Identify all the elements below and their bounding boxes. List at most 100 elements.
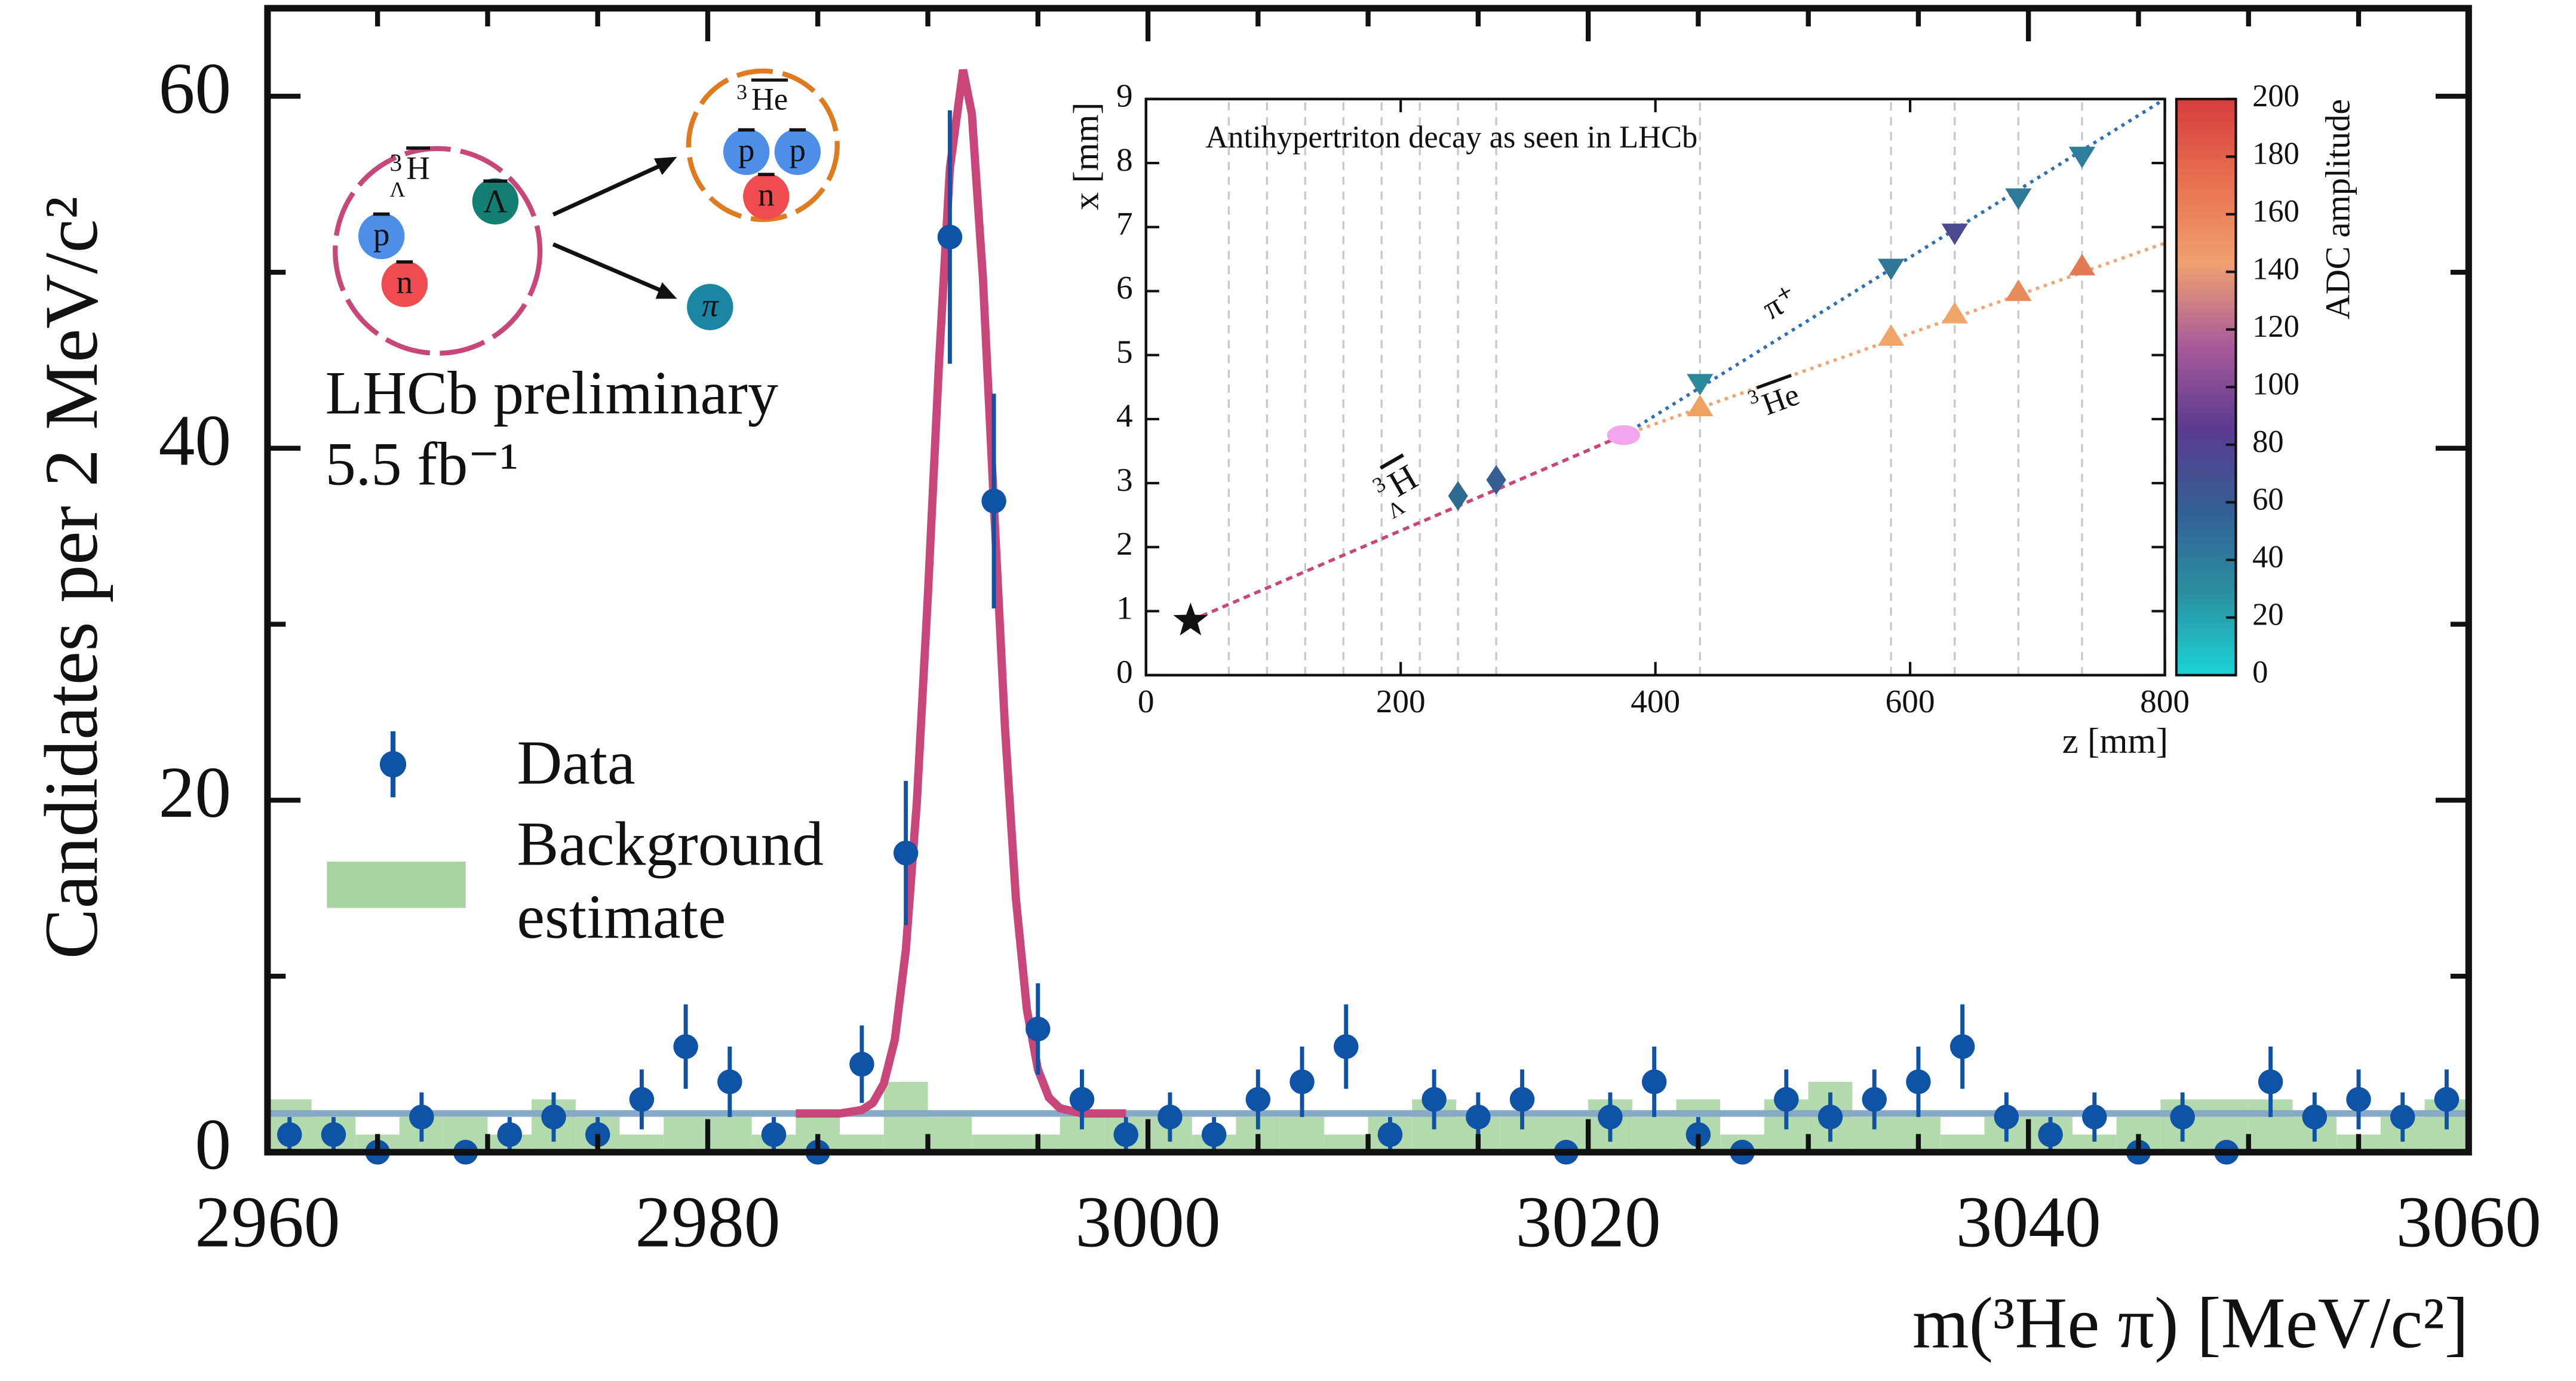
hit-marker <box>1687 395 1714 417</box>
legend-marker <box>379 751 407 778</box>
data-point <box>2390 1105 2415 1130</box>
particle-n <box>381 260 428 307</box>
experiment: LHCb preliminary <box>326 360 778 427</box>
arrow-head <box>655 282 677 299</box>
daughter-base: He <box>751 82 788 116</box>
y-tick-label: 7 <box>1116 205 1133 242</box>
legend-label: Data <box>517 727 635 797</box>
colorbar-tick-label: 160 <box>2252 194 2299 229</box>
y-tick-label: 9 <box>1116 78 1133 114</box>
y-axis-label: x [mm] <box>1067 102 1107 210</box>
data-point <box>1598 1105 1623 1130</box>
x-tick-label: 400 <box>1631 683 1680 719</box>
hit-marker <box>2068 254 2096 276</box>
data-point <box>717 1069 742 1094</box>
x-tick-label: 0 <box>1138 683 1155 719</box>
data-point <box>673 1034 698 1059</box>
data-point <box>277 1122 302 1148</box>
fit-curve <box>796 69 1126 1118</box>
particle-p <box>774 128 821 176</box>
data-point <box>1466 1105 1491 1130</box>
data-point <box>629 1087 655 1112</box>
arrow <box>552 242 670 296</box>
colorbar-tick-label: 140 <box>2252 251 2299 286</box>
x-axis-label: z [mm] <box>2062 721 2168 761</box>
background-bar <box>928 1117 972 1152</box>
data-point <box>1994 1105 2019 1130</box>
data-point <box>2302 1105 2328 1130</box>
luminosity: 5.5 fb⁻¹ <box>326 430 518 498</box>
colorbar-tick-label: 120 <box>2252 309 2299 344</box>
data-point <box>849 1051 874 1077</box>
hit-marker <box>1941 223 1968 245</box>
hit-marker <box>2005 188 2032 210</box>
data-point <box>1641 1069 1667 1094</box>
inset-background <box>1146 99 2165 675</box>
data-point <box>1509 1087 1535 1112</box>
background-bar <box>707 1117 752 1152</box>
data-point <box>497 1122 523 1148</box>
parent-base: H <box>406 150 430 186</box>
data-point <box>2082 1105 2107 1130</box>
data-point <box>1949 1034 1975 1059</box>
colorbar-tick-label: 180 <box>2252 136 2299 171</box>
colorbar-label: ADC amplitude <box>2319 99 2357 319</box>
particle-label: n <box>758 176 775 213</box>
data-point <box>937 224 963 250</box>
x-tick-label: 600 <box>1886 683 1935 719</box>
particle-label: p <box>738 132 755 168</box>
y-tick-label: 40 <box>158 401 231 481</box>
x-tick-label: 200 <box>1376 683 1426 719</box>
colorbar-tick-label: 60 <box>2252 482 2284 516</box>
background-bar <box>883 1081 928 1152</box>
y-tick-label: 4 <box>1116 398 1133 434</box>
particle-label: π <box>702 287 719 324</box>
y-tick-label: 8 <box>1116 142 1133 178</box>
y-tick-label: 6 <box>1116 269 1133 306</box>
background-bar <box>1280 1117 1324 1152</box>
parent-sup: 3 <box>389 149 402 176</box>
y-tick-label: 5 <box>1116 333 1133 370</box>
y-tick-label: 0 <box>1116 653 1133 690</box>
colorbar-tick-label: 20 <box>2252 597 2284 632</box>
data-point <box>761 1122 787 1148</box>
hit-marker <box>1878 324 1905 346</box>
data-point <box>2258 1069 2283 1094</box>
y-tick-label: 20 <box>158 753 231 833</box>
hit-marker <box>1448 481 1468 511</box>
hit-marker <box>2068 146 2096 168</box>
colorbar-tick-label: 100 <box>2252 367 2299 401</box>
data-point <box>2170 1105 2195 1130</box>
particle-label: p <box>373 216 390 253</box>
data-point <box>1421 1087 1447 1112</box>
x-tick-label: 3060 <box>2396 1183 2541 1263</box>
y-tick-label: 1 <box>1116 589 1133 626</box>
particle-p <box>358 213 405 260</box>
data-point <box>541 1105 566 1130</box>
x-axis-label: m(³He π) [MeV/c²] <box>1912 1283 2468 1363</box>
data-point <box>1906 1069 1931 1094</box>
particle-label: Λ <box>483 183 507 220</box>
legend-label: Background estimate <box>517 810 824 953</box>
y-tick-label: 60 <box>158 49 231 129</box>
data-point <box>1201 1122 1227 1148</box>
particle-p <box>723 128 770 176</box>
data-point <box>1157 1105 1183 1130</box>
hit-marker <box>1941 302 1968 324</box>
y-axis-label: Candidates per 2 MeV/c² <box>29 196 113 959</box>
y-tick-label: 2 <box>1116 525 1133 562</box>
arrow-head <box>653 156 677 176</box>
hit-marker <box>2005 279 2032 302</box>
legend-wrap: Background estimate <box>517 810 824 953</box>
data-point <box>1334 1034 1359 1059</box>
y-tick-label: 3 <box>1116 462 1133 498</box>
daughter-sup: 3 <box>736 80 747 104</box>
data-point <box>981 488 1006 513</box>
x-tick-label: 3040 <box>1956 1183 2101 1263</box>
data-point <box>1862 1087 1887 1112</box>
primary-vertex <box>1173 602 1208 636</box>
data-point <box>1377 1122 1403 1148</box>
